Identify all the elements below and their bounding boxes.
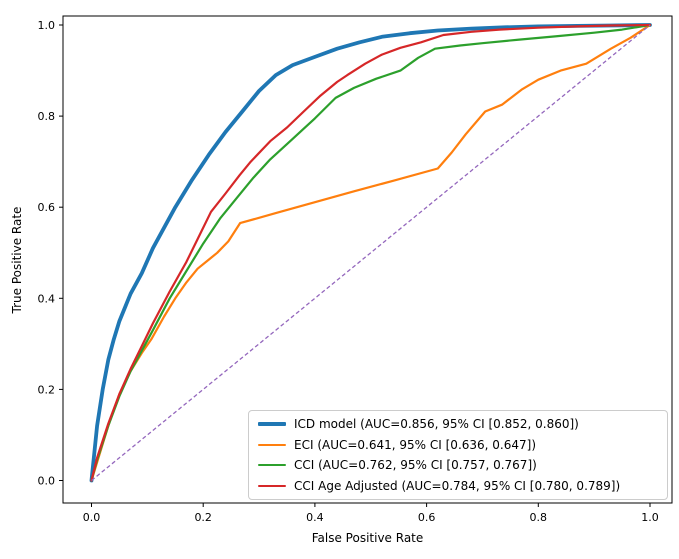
x-tick-label-0.0: 0.0 [83,511,101,524]
y-axis-title: True Positive Rate [10,206,24,314]
x-tick-label-0.8: 0.8 [530,511,548,524]
axes-spines [62,15,673,504]
legend-line-swatch-cci-age-adjusted [258,484,286,487]
x-tick-label-1.0: 1.0 [641,511,659,524]
legend-label-cci: CCI (AUC=0.762, 95% CI [0.757, 0.767]) [294,458,537,473]
legend-line-swatch-icd-model [258,422,286,427]
legend-label-cci-age-adjusted: CCI Age Adjusted (AUC=0.784, 95% CI [0.7… [294,478,621,493]
x-tick-label-0.4: 0.4 [306,511,324,524]
y-tick-label-1.0: 1.0 [38,19,56,32]
y-tick-label-0.4: 0.4 [38,292,56,305]
x-tick-label-0.6: 0.6 [418,511,436,524]
legend-item-eci: ECI (AUC=0.641, 95% CI [0.636, 0.647]) [258,435,658,456]
x-tick-label-0.2: 0.2 [194,511,212,524]
legend-item-cci-age-adjusted: CCI Age Adjusted (AUC=0.784, 95% CI [0.7… [258,476,658,497]
legend-line-swatch-eci [258,443,286,446]
legend-label-icd-model: ICD model (AUC=0.856, 95% CI [0.852, 0.8… [294,417,579,432]
x-axis-title: False Positive Rate [311,531,424,545]
legend-label-eci: ECI (AUC=0.641, 95% CI [0.636, 0.647]) [294,437,537,452]
legend-line-swatch-cci [258,464,286,467]
legend: ICD model (AUC=0.856, 95% CI [0.852, 0.8… [248,410,668,500]
legend-item-icd-model: ICD model (AUC=0.856, 95% CI [0.852, 0.8… [258,414,658,435]
roc-curve-eci [90,23,652,482]
roc-curve-cci [90,23,652,482]
chance-diagonal-line [91,24,651,482]
y-tick-label-0.8: 0.8 [38,110,56,123]
y-tick-label-0.0: 0.0 [38,475,56,488]
roc-curve-icd-model [89,23,652,483]
y-tick-label-0.2: 0.2 [38,383,56,396]
roc-curve-cci-age-adjusted [90,23,652,482]
legend-item-cci: CCI (AUC=0.762, 95% CI [0.757, 0.767]) [258,455,658,476]
y-tick-label-0.6: 0.6 [38,201,56,214]
